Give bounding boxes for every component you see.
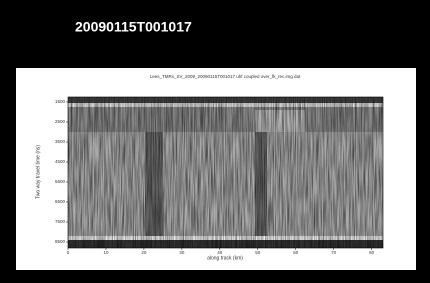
page: 20090115T001017 Lees_TMRx_SV_2009_200901… bbox=[0, 0, 430, 283]
x-tick-label: 60 bbox=[293, 250, 299, 255]
y-tick-label: 2500 bbox=[55, 119, 66, 124]
x-tick-label: 50 bbox=[255, 250, 261, 255]
y-tick-label: 3500 bbox=[55, 139, 66, 144]
y-tick-label: 1500 bbox=[55, 99, 66, 104]
x-tick-label: 20 bbox=[141, 250, 147, 255]
x-tick-label: 10 bbox=[103, 250, 109, 255]
slide: 20090115T001017 Lees_TMRx_SV_2009_200901… bbox=[0, 0, 430, 283]
y-tick-label: 4500 bbox=[55, 159, 66, 164]
x-tick-label: 70 bbox=[331, 250, 337, 255]
radargram-image bbox=[68, 97, 383, 248]
x-tick-label: 30 bbox=[179, 250, 185, 255]
y-tick-label: 6500 bbox=[55, 199, 66, 204]
x-tick-label: 80 bbox=[369, 250, 375, 255]
y-tick-label: 7500 bbox=[55, 219, 66, 224]
y-tick-label: 8500 bbox=[55, 239, 66, 244]
slide-title: 20090115T001017 bbox=[75, 19, 192, 35]
plot-title: Lees_TMRx_SV_2009_20090115T001017 uhf co… bbox=[150, 74, 301, 79]
x-tick-label: 40 bbox=[217, 250, 223, 255]
y-axis-label: Two way travel time (ns) bbox=[35, 145, 41, 199]
x-axis-label: along track (km) bbox=[207, 255, 243, 261]
y-tick-label: 5500 bbox=[55, 179, 66, 184]
